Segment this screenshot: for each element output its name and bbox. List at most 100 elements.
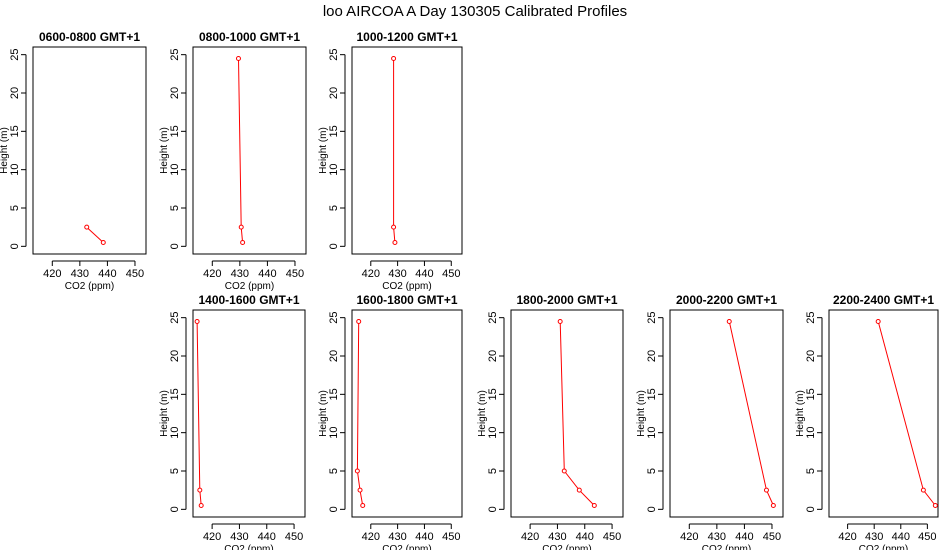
data-point: [770, 503, 776, 508]
data-point: [357, 487, 363, 493]
y-axis-label: Height (m): [318, 390, 329, 437]
x-axis-label: CO2 (ppm): [542, 544, 591, 550]
data-point: [240, 240, 246, 245]
data-point: [84, 224, 90, 230]
data-point: [197, 487, 203, 493]
x-tick-label: 420: [838, 531, 856, 543]
profile-line: [86, 226, 104, 243]
x-tick-label: 430: [231, 268, 249, 280]
plot-frame: [510, 309, 624, 518]
data-point: [576, 487, 582, 493]
x-tick-label: 450: [763, 531, 781, 543]
x-axis-label: CO2 (ppm): [702, 544, 751, 550]
x-tick-label: 450: [442, 268, 460, 280]
x-tick-label: 420: [203, 531, 221, 543]
x-tick-label: 440: [415, 268, 433, 280]
profile-line: [393, 58, 396, 243]
y-tick-label: 0: [805, 506, 817, 512]
data-point: [591, 503, 597, 508]
y-tick-label: 15: [646, 388, 658, 400]
y-tick-label: 5: [9, 205, 21, 211]
y-tick-label: 15: [169, 388, 181, 400]
data-point: [391, 224, 397, 230]
data-point: [557, 319, 563, 324]
x-tick-label: 420: [362, 268, 380, 280]
profile-line: [877, 321, 936, 506]
x-axis-label: CO2 (ppm): [224, 544, 273, 550]
plot-frame: [192, 309, 306, 518]
data-point: [100, 240, 106, 245]
data-point: [238, 224, 244, 230]
profile-line: [559, 321, 595, 506]
data-point: [356, 319, 362, 324]
y-tick-label: 15: [9, 125, 21, 137]
chart-panel: 1000-1200 GMT+1 420 430 440 450 CO2 (ppm) 0 5 10…: [318, 30, 463, 292]
data-point: [932, 503, 938, 508]
y-tick-label: 0: [646, 506, 658, 512]
plot-frame: [192, 46, 307, 255]
panel-title: 1600-1800 GMT+1: [356, 293, 457, 307]
x-tick-label: 430: [708, 531, 726, 543]
x-tick-label: 430: [548, 531, 566, 543]
profile-line: [238, 58, 244, 243]
y-tick-label: 20: [169, 87, 181, 99]
x-tick-label: 440: [735, 531, 753, 543]
y-tick-label: 10: [169, 427, 181, 439]
y-tick-label: 10: [805, 427, 817, 439]
profile-line: [728, 321, 774, 506]
panel-title: 0600-0800 GMT+1: [39, 30, 140, 44]
x-tick-label: 450: [286, 268, 304, 280]
chart-panel: 2200-2400 GMT+1 420 430 440 450 CO2 (ppm) 0 5 10…: [795, 293, 939, 550]
x-tick-label: 420: [680, 531, 698, 543]
panel-title: 1400-1600 GMT+1: [198, 293, 299, 307]
y-axis-label: Height (m): [795, 390, 806, 437]
x-tick-label: 420: [521, 531, 539, 543]
y-tick-label: 25: [169, 312, 181, 324]
y-tick-label: 5: [487, 468, 499, 474]
y-tick-label: 5: [328, 205, 340, 211]
y-tick-label: 10: [169, 164, 181, 176]
x-tick-label: 450: [603, 531, 621, 543]
y-tick-label: 0: [328, 506, 340, 512]
x-tick-label: 440: [415, 531, 433, 543]
y-tick-label: 20: [9, 87, 21, 99]
data-point: [360, 503, 366, 508]
data-point: [235, 56, 241, 61]
panel-title: 1000-1200 GMT+1: [356, 30, 457, 44]
x-tick-label: 440: [258, 268, 276, 280]
y-tick-label: 10: [9, 164, 21, 176]
data-point: [198, 503, 204, 508]
y-tick-label: 20: [328, 350, 340, 362]
page-title: loo AIRCOA A Day 130305 Calibrated Profi…: [322, 3, 628, 20]
y-axis-label: Height (m): [159, 127, 170, 174]
panel-title: 1800-2000 GMT+1: [516, 293, 617, 307]
x-tick-label: 440: [892, 531, 910, 543]
y-tick-label: 20: [169, 350, 181, 362]
y-tick-label: 15: [328, 125, 340, 137]
y-tick-label: 5: [646, 468, 658, 474]
plot-frame: [669, 309, 784, 518]
y-tick-label: 0: [487, 506, 499, 512]
y-tick-label: 10: [328, 164, 340, 176]
y-tick-label: 25: [646, 312, 658, 324]
y-tick-label: 25: [9, 49, 21, 61]
x-tick-label: 420: [203, 268, 221, 280]
y-tick-label: 0: [169, 506, 181, 512]
chart-panel: 1600-1800 GMT+1 420 430 440 450 CO2 (ppm) 0 5 10…: [318, 293, 463, 550]
x-axis-label: CO2 (ppm): [225, 281, 274, 292]
y-axis-label: Height (m): [636, 390, 647, 437]
x-tick-label: 440: [258, 531, 276, 543]
y-tick-label: 10: [487, 427, 499, 439]
y-axis-label: Height (m): [477, 390, 488, 437]
x-axis-label: CO2 (ppm): [65, 281, 114, 292]
plot-frame: [351, 46, 463, 255]
y-tick-label: 20: [805, 350, 817, 362]
y-axis-label: Height (m): [0, 127, 10, 174]
chart-panel: 0600-0800 GMT+1 420 430 440 450 CO2 (ppm) 0 5 10…: [0, 30, 147, 292]
data-point: [392, 240, 398, 245]
panel-title: 2000-2200 GMT+1: [676, 293, 777, 307]
chart-panel: 1400-1600 GMT+1 420 430 440 450 CO2 (ppm) 0 5 10…: [159, 293, 306, 550]
profile-line: [356, 321, 364, 506]
y-tick-label: 25: [328, 312, 340, 324]
